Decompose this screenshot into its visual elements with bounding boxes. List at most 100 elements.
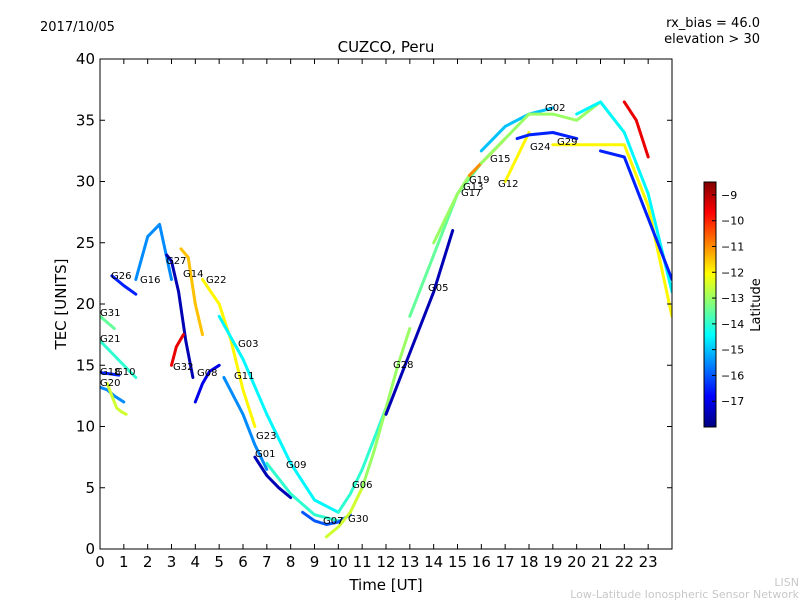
x-tick-label: 19	[543, 553, 562, 571]
x-tick-label: 14	[424, 553, 443, 571]
footer-network: Low-Latitude Ionospheric Sensor Network	[570, 588, 799, 600]
satellite-label-g21: G21	[100, 334, 120, 345]
x-tick-label: 8	[286, 553, 296, 571]
series-line-g28	[360, 327, 412, 490]
satellite-label-g02: G02	[545, 103, 565, 114]
x-tick-label: 10	[329, 553, 348, 571]
x-tick-label: 22	[615, 553, 634, 571]
series-line-g09	[265, 461, 340, 523]
x-tick-label: 13	[400, 553, 419, 571]
satellite-label-g22: G22	[206, 275, 226, 286]
series-line-g06	[336, 406, 388, 514]
y-tick-label: 15	[76, 356, 95, 374]
x-tick-label: 11	[353, 553, 372, 571]
x-tick-label: 5	[214, 553, 224, 571]
colorbar-tick-label: −14	[721, 318, 744, 331]
x-tick-label: 2	[143, 553, 153, 571]
chart-title: CUZCO, Peru	[338, 38, 435, 56]
colorbar-tick-label: −9	[721, 189, 737, 202]
satellite-label-g32: G32	[173, 362, 193, 373]
colorbar-tick-label: −13	[721, 292, 744, 305]
satellite-label-g17: G17	[461, 188, 481, 199]
satellite-label-g05: G05	[428, 283, 448, 294]
footer-lisn: LISN	[774, 576, 799, 589]
satellite-label-g08: G08	[197, 368, 217, 379]
x-tick-label: 20	[567, 553, 586, 571]
colorbar-tick-label: −12	[721, 266, 744, 279]
series-line-g13	[408, 161, 483, 318]
series-line-g16	[134, 222, 173, 281]
series-line-g32	[170, 333, 185, 367]
y-tick-label: 20	[76, 295, 95, 313]
x-tick-label: 4	[191, 553, 201, 571]
y-tick-label: 0	[85, 540, 95, 558]
x-tick-label: 7	[262, 553, 272, 571]
colorbar-ticks: −9 −10 −11 −12 −13 −14 −15 −16 −17	[712, 189, 744, 408]
satellite-label-g27: G27	[166, 256, 186, 267]
satellite-label-g29: G29	[557, 137, 577, 148]
y-axis-label: TEC [UNITS]	[52, 259, 70, 351]
elevation-label: elevation > 30	[664, 32, 760, 47]
date-label: 2017/10/05	[40, 20, 115, 35]
x-axis-label: Time [UT]	[348, 576, 422, 594]
x-tick-label: 16	[472, 553, 491, 571]
series-line-g01	[253, 455, 293, 500]
x-tick-label: 12	[376, 553, 395, 571]
satellite-label-g06: G06	[352, 480, 372, 491]
x-tick-label: 9	[310, 553, 320, 571]
satellite-label-g12: G12	[498, 179, 518, 190]
colorbar-tick-label: −10	[721, 215, 744, 228]
y-tick-label: 40	[76, 50, 95, 68]
y-tick-label: 5	[85, 479, 95, 497]
series-line-g23	[100, 371, 121, 377]
y-axis-ticks: 0 5 10 15 20 25 30 35 40	[76, 50, 672, 558]
series-line-g26	[110, 274, 138, 296]
y-tick-label: 30	[76, 173, 95, 191]
satellite-label-g20: G20	[100, 378, 120, 389]
x-axis-ticks: 0 1 2 3 4 5 6 7 8 9 10 11 12 13 14 15 16 17 18 19 20 21 22 23	[95, 59, 658, 571]
x-tick-label: 1	[119, 553, 129, 571]
satellite-label-g16: G16	[140, 275, 160, 286]
satellite-label-g19: G19	[469, 175, 489, 186]
y-tick-label: 25	[76, 234, 95, 252]
colorbar	[703, 181, 717, 428]
series-line-g07	[301, 510, 352, 526]
plot-frame	[99, 58, 673, 550]
satellite-label-g13: G13	[463, 182, 483, 193]
y-tick-label: 35	[76, 111, 95, 129]
series-layer	[100, 100, 672, 539]
series-line-g24	[515, 131, 579, 141]
satellite-label-g14: G14	[183, 269, 203, 280]
series-line-unlabeled-31	[599, 149, 672, 281]
series-line-g12	[503, 131, 531, 183]
rx-bias-label: rx_bias = 46.0	[666, 16, 760, 31]
satellite-label-g28: G28	[393, 360, 413, 371]
series-line-g17	[432, 173, 471, 245]
colorbar-tick-label: −17	[721, 395, 744, 408]
satellite-label-g03: G03	[238, 339, 258, 350]
colorbar-label: Latitude	[749, 278, 764, 332]
satellite-label-g18: G18	[100, 367, 120, 378]
x-tick-label: 17	[496, 553, 515, 571]
x-tick-label: 18	[519, 553, 538, 571]
series-line-g08	[193, 363, 221, 404]
satellite-label-g26: G26	[111, 271, 131, 282]
colorbar-tick-label: −16	[721, 369, 744, 382]
y-tick-label: 10	[76, 418, 95, 436]
satellite-label-g23: G23	[256, 431, 276, 442]
series-line-g27	[165, 253, 195, 379]
series-line-g31	[100, 314, 116, 330]
series-line-g10	[105, 382, 128, 416]
series-line-g30	[324, 486, 364, 539]
x-tick-label: 0	[95, 553, 105, 571]
satellite-label-g30: G30	[348, 514, 368, 525]
satellite-label-g15: G15	[490, 154, 510, 165]
series-line-g05	[384, 229, 455, 416]
x-tick-label: 6	[238, 553, 248, 571]
series-line-unlabeled-30	[622, 100, 650, 159]
satellite-label-g11: G11	[234, 371, 254, 382]
satellite-label-g24: G24	[530, 142, 550, 153]
colorbar-tick-label: −15	[721, 344, 744, 357]
